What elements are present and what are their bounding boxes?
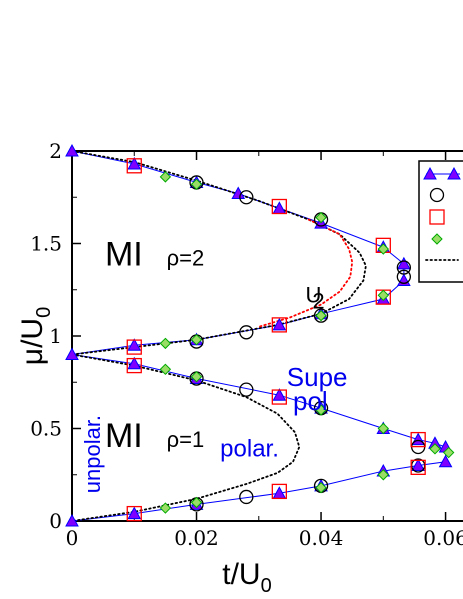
legend: [418, 160, 463, 283]
u2-label: U: [305, 283, 321, 308]
square-point: [126, 339, 142, 355]
diamond-point: [377, 243, 390, 255]
diamond-point: [315, 211, 327, 224]
circle-point: [239, 489, 254, 505]
triangle-point: [65, 347, 79, 360]
superfluid-label: Supe: [287, 362, 348, 392]
square-point: [126, 158, 142, 174]
x-tick-label: 0.02: [174, 526, 219, 550]
axis-labels: t/U0 μ/U0: [16, 307, 272, 597]
diamond-point: [442, 446, 455, 459]
triangle-point: [272, 317, 287, 331]
circle-point: [239, 325, 254, 340]
diamond-point: [159, 363, 172, 376]
square-point: [271, 317, 287, 333]
series-line: [72, 151, 447, 522]
triangle-point: [411, 432, 426, 446]
diamond-point: [429, 443, 441, 455]
triangle-point: [65, 513, 79, 527]
square-point: [429, 209, 445, 225]
circle-point: [239, 190, 254, 205]
triangle-point: [423, 166, 437, 180]
triangle-point: [127, 506, 142, 520]
density-label: ρ=2: [167, 246, 205, 271]
y-tick-label: 1: [49, 324, 62, 348]
x-axis-title: t/U0: [222, 558, 271, 597]
y-tick-label: 0: [49, 509, 62, 533]
triangle-point: [272, 388, 287, 401]
triangle-point: [127, 356, 142, 370]
triangle-point: [397, 256, 411, 270]
x-tick-label: 0.04: [299, 526, 344, 550]
square-point: [271, 198, 287, 215]
y-tick-label: 0.5: [30, 417, 62, 441]
diamond-point: [431, 233, 443, 245]
diamond-point: [159, 502, 172, 514]
x-tick-label: 0: [66, 526, 79, 550]
triangle-point: [447, 166, 461, 180]
diamond-point: [315, 309, 327, 322]
curves: [72, 151, 447, 522]
square-point: [271, 389, 287, 405]
polar-label: polar.: [220, 435, 279, 462]
circle-point: [396, 269, 412, 284]
triangle-point: [65, 143, 79, 157]
diamond-point: [315, 481, 327, 494]
diamond-point: [377, 422, 390, 435]
y-tick-label: 1.5: [30, 232, 62, 256]
y-axis-title: μ/U0: [16, 307, 55, 365]
diamond-point: [377, 469, 390, 481]
diamond-point: [159, 171, 172, 183]
square-point: [271, 483, 287, 500]
square-point: [126, 505, 142, 522]
dotted-curve: [257, 218, 354, 328]
region-label: MI: [105, 236, 143, 274]
triangle-point: [127, 156, 142, 170]
density-label: ρ=1: [167, 427, 205, 452]
circle-point: [313, 308, 329, 323]
circle-point: [396, 260, 412, 275]
diamond-point: [190, 370, 203, 383]
region-label: MI: [105, 417, 143, 455]
diamond-point: [190, 496, 203, 509]
diamond-point: [190, 178, 203, 191]
triangle-point: [127, 338, 142, 351]
square-point: [126, 357, 142, 374]
u2-subscript: 2: [312, 288, 324, 313]
square-point: [410, 431, 426, 448]
triangle-point: [438, 454, 453, 468]
diamond-point: [377, 289, 390, 302]
circle-point: [239, 382, 254, 397]
markers: [65, 143, 455, 527]
diamond-point: [190, 333, 203, 346]
diamond-point: [315, 404, 327, 416]
unpolar-label: unpolar.: [80, 415, 105, 493]
axes: 0 0.02 0.04 0.06 0 0.5 1 1.5 2: [30, 139, 463, 550]
superfluid-label: pol: [293, 386, 328, 416]
circle-point: [429, 187, 445, 203]
y-tick-label: 2: [49, 139, 62, 163]
legend-box: [418, 160, 463, 283]
triangle-point: [411, 458, 426, 471]
square-point: [410, 459, 426, 476]
diamond-point: [159, 337, 172, 350]
dotted-curve: [72, 151, 367, 356]
x-tick-label: 0.06: [423, 526, 463, 550]
